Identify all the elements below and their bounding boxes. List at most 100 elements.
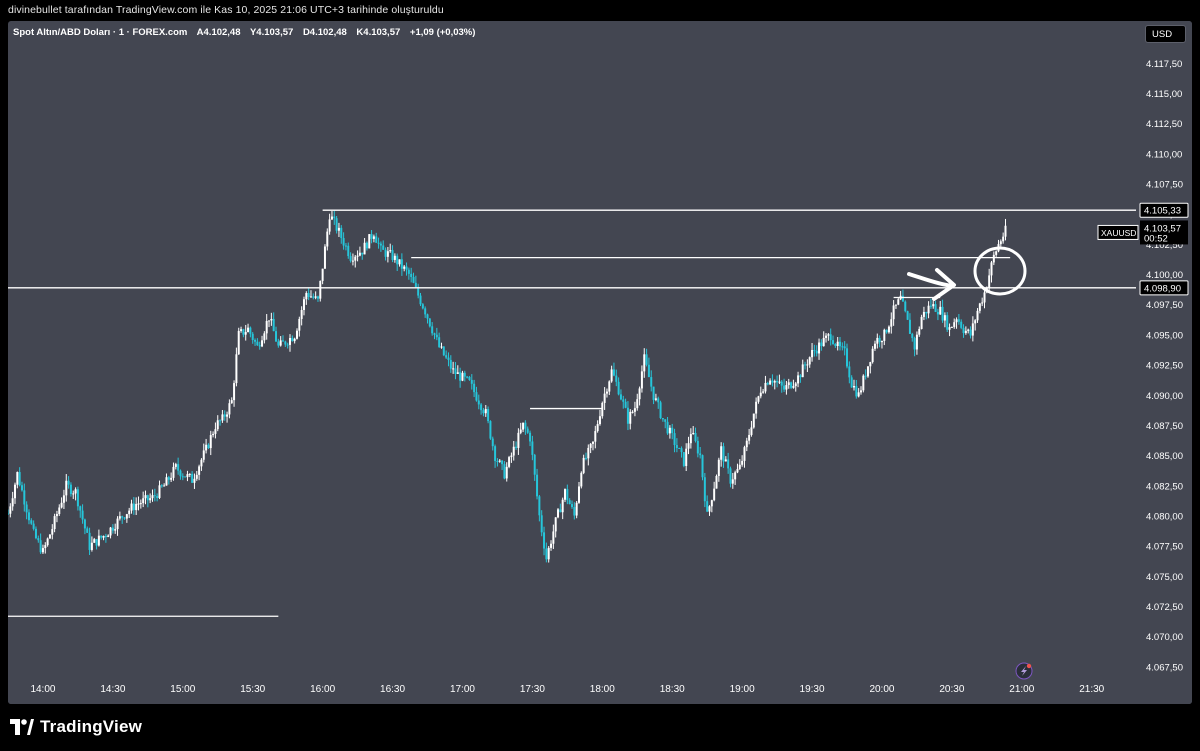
candle [743,445,746,468]
candle [191,471,194,484]
price-axis[interactable] [1136,21,1192,704]
chart-panel[interactable]: 4.067,50 4.070,00 4.072,50 4.075,00 4.077,50… [8,21,1192,704]
candle [946,312,949,333]
candle [643,348,646,378]
candle [922,306,925,321]
candle [337,222,340,237]
low-value: D4.102,48 [302,27,347,38]
last-price-value: 4.103,57 [1144,223,1181,234]
candle [568,498,571,505]
candle [580,471,583,489]
candle [410,267,413,283]
candle [615,369,618,387]
candle [771,374,774,387]
candle [887,325,890,334]
candle [813,344,816,357]
candle [86,526,89,534]
tradingview-logo[interactable]: TradingView [10,716,142,738]
candle [403,265,406,272]
candle [221,409,224,423]
candle [316,295,319,302]
time-tick-label: 21:00 [1009,684,1034,695]
candle [724,456,727,462]
candle [298,316,301,337]
candle [545,542,548,563]
candle [289,334,291,352]
candle [811,343,814,362]
candle [591,441,594,451]
candle [962,324,965,338]
candle [30,518,33,525]
price-tick-label: 4.077,50 [1146,542,1183,553]
candle [193,473,196,489]
candle [554,517,557,538]
price-tick-label: 4.080,00 [1146,512,1183,523]
candle [827,333,830,341]
candle [699,447,702,459]
candle [755,397,758,419]
candle [899,290,902,301]
candle [79,505,82,518]
candle [216,415,219,432]
candle [407,267,410,280]
currency-button[interactable]: USD [1145,25,1186,43]
candle [610,365,613,383]
candle [522,422,525,433]
symbol-legend[interactable]: Spot Altın/ABD Doları · 1 · FOREX.com A4… [13,27,482,38]
candle [212,431,215,438]
candle [340,225,343,244]
lightning-icon[interactable] [1015,662,1033,680]
candle [160,484,163,488]
candle [953,318,956,329]
candle [400,253,403,276]
candle [27,509,30,525]
svg-text:4.105,33: 4.105,33 [1144,206,1181,217]
candle [445,350,448,359]
candle [170,472,173,483]
candle [214,422,217,439]
tradingview-logo-icon [10,719,34,735]
candle [715,474,718,489]
candle [533,453,536,481]
candle [428,318,431,328]
candle [890,312,893,334]
candle [832,335,835,345]
price-axis-layer: 4.067,50 4.070,00 4.072,50 4.075,00 4.077,50… [1097,21,1192,704]
candle [764,375,767,394]
candle [731,472,734,489]
candle [419,292,422,307]
candle [146,494,149,508]
candles-layer [8,210,1007,563]
candle [596,420,599,433]
candle [44,542,47,554]
candle [510,452,513,463]
candle [584,452,587,461]
price-chart[interactable]: 4.067,50 4.070,00 4.072,50 4.075,00 4.077,50… [8,21,1192,704]
candle [330,210,333,221]
candle [529,430,532,447]
candle [647,357,650,378]
candle [668,425,671,439]
candle [680,446,683,458]
price-tick-label: 4.110,00 [1146,149,1182,160]
candle [538,495,541,522]
candle [808,356,811,368]
candle [484,405,487,417]
candle [275,326,278,342]
time-axis[interactable] [8,679,1192,704]
candle [9,503,12,518]
candle [901,289,904,302]
candle [125,513,128,523]
candle [666,416,669,435]
candle [964,326,967,335]
price-tick-label: 4.090,00 [1146,391,1183,402]
candle [685,443,688,472]
candle [370,230,373,244]
candle [769,378,772,385]
candle [785,380,788,395]
candle [505,462,508,482]
candle [240,326,243,333]
candle [391,245,394,263]
candle [631,410,634,414]
candle [195,470,198,481]
